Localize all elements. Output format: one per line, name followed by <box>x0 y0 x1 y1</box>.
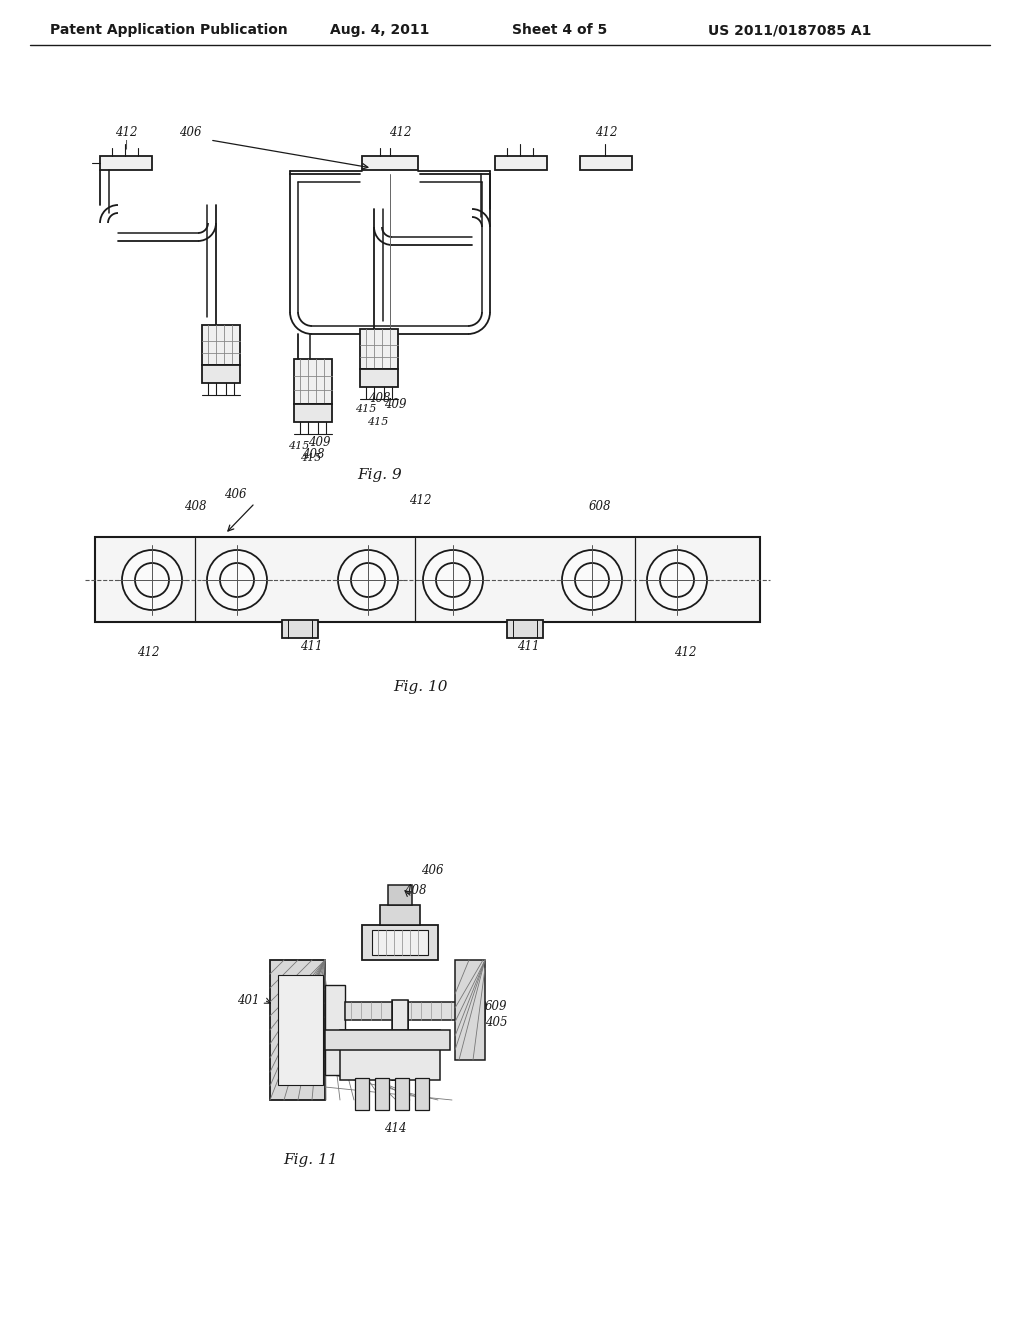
Bar <box>294 359 332 404</box>
Text: 401: 401 <box>238 994 260 1006</box>
Text: 409: 409 <box>308 436 331 449</box>
Text: 414: 414 <box>384 1122 407 1134</box>
Bar <box>270 960 325 1100</box>
Text: 609: 609 <box>485 999 508 1012</box>
Text: 408: 408 <box>368 392 390 405</box>
Text: 409: 409 <box>384 397 407 411</box>
Bar <box>362 156 418 170</box>
Bar <box>388 884 412 906</box>
Text: Fig. 9: Fig. 9 <box>357 469 402 482</box>
Text: 408: 408 <box>403 883 426 896</box>
Bar <box>455 960 485 1060</box>
Bar <box>360 370 398 387</box>
Bar <box>282 620 318 638</box>
Bar <box>202 366 240 383</box>
Text: 412: 412 <box>115 125 137 139</box>
Text: 415: 415 <box>368 417 389 426</box>
Circle shape <box>122 550 182 610</box>
Text: Sheet 4 of 5: Sheet 4 of 5 <box>512 22 607 37</box>
Text: Fig. 10: Fig. 10 <box>393 680 447 694</box>
Text: 412: 412 <box>389 125 412 139</box>
Circle shape <box>562 550 622 610</box>
Bar <box>375 1078 389 1110</box>
Text: 406: 406 <box>421 863 443 876</box>
Circle shape <box>423 550 483 610</box>
Text: Aug. 4, 2011: Aug. 4, 2011 <box>331 22 430 37</box>
Bar <box>325 985 345 1074</box>
Circle shape <box>338 550 398 610</box>
Text: 405: 405 <box>485 1015 508 1028</box>
Text: 411: 411 <box>517 640 540 653</box>
Bar <box>340 1030 440 1080</box>
Bar <box>395 1078 409 1110</box>
Bar <box>580 156 632 170</box>
Text: |: | <box>124 139 128 149</box>
Circle shape <box>647 550 707 610</box>
Text: 411: 411 <box>300 640 323 653</box>
Bar <box>392 1001 408 1080</box>
Text: 415: 415 <box>289 441 309 451</box>
Bar <box>325 1030 450 1049</box>
Text: Fig. 11: Fig. 11 <box>283 1152 337 1167</box>
Text: 412: 412 <box>595 125 617 139</box>
Bar <box>415 1078 429 1110</box>
Bar <box>278 975 323 1085</box>
Text: Patent Application Publication: Patent Application Publication <box>50 22 288 37</box>
Text: 412: 412 <box>674 645 696 659</box>
Bar <box>362 925 438 960</box>
Bar <box>294 404 332 422</box>
Bar <box>507 620 543 638</box>
Bar <box>95 537 760 622</box>
Text: 415: 415 <box>300 453 322 463</box>
Bar <box>345 1002 485 1020</box>
Text: 412: 412 <box>137 645 160 659</box>
Bar <box>372 931 428 954</box>
Text: 608: 608 <box>589 499 611 512</box>
Text: 408: 408 <box>183 499 206 512</box>
Bar <box>380 906 420 925</box>
Text: US 2011/0187085 A1: US 2011/0187085 A1 <box>709 22 871 37</box>
Bar <box>495 156 547 170</box>
Circle shape <box>207 550 267 610</box>
Bar <box>100 156 152 170</box>
Text: 406: 406 <box>179 125 202 139</box>
Text: 408: 408 <box>302 447 325 461</box>
Text: 412: 412 <box>409 494 431 507</box>
Bar <box>360 329 398 370</box>
Bar <box>355 1078 369 1110</box>
Text: 406: 406 <box>224 488 246 502</box>
Bar <box>202 325 240 366</box>
Text: 415: 415 <box>355 404 377 414</box>
